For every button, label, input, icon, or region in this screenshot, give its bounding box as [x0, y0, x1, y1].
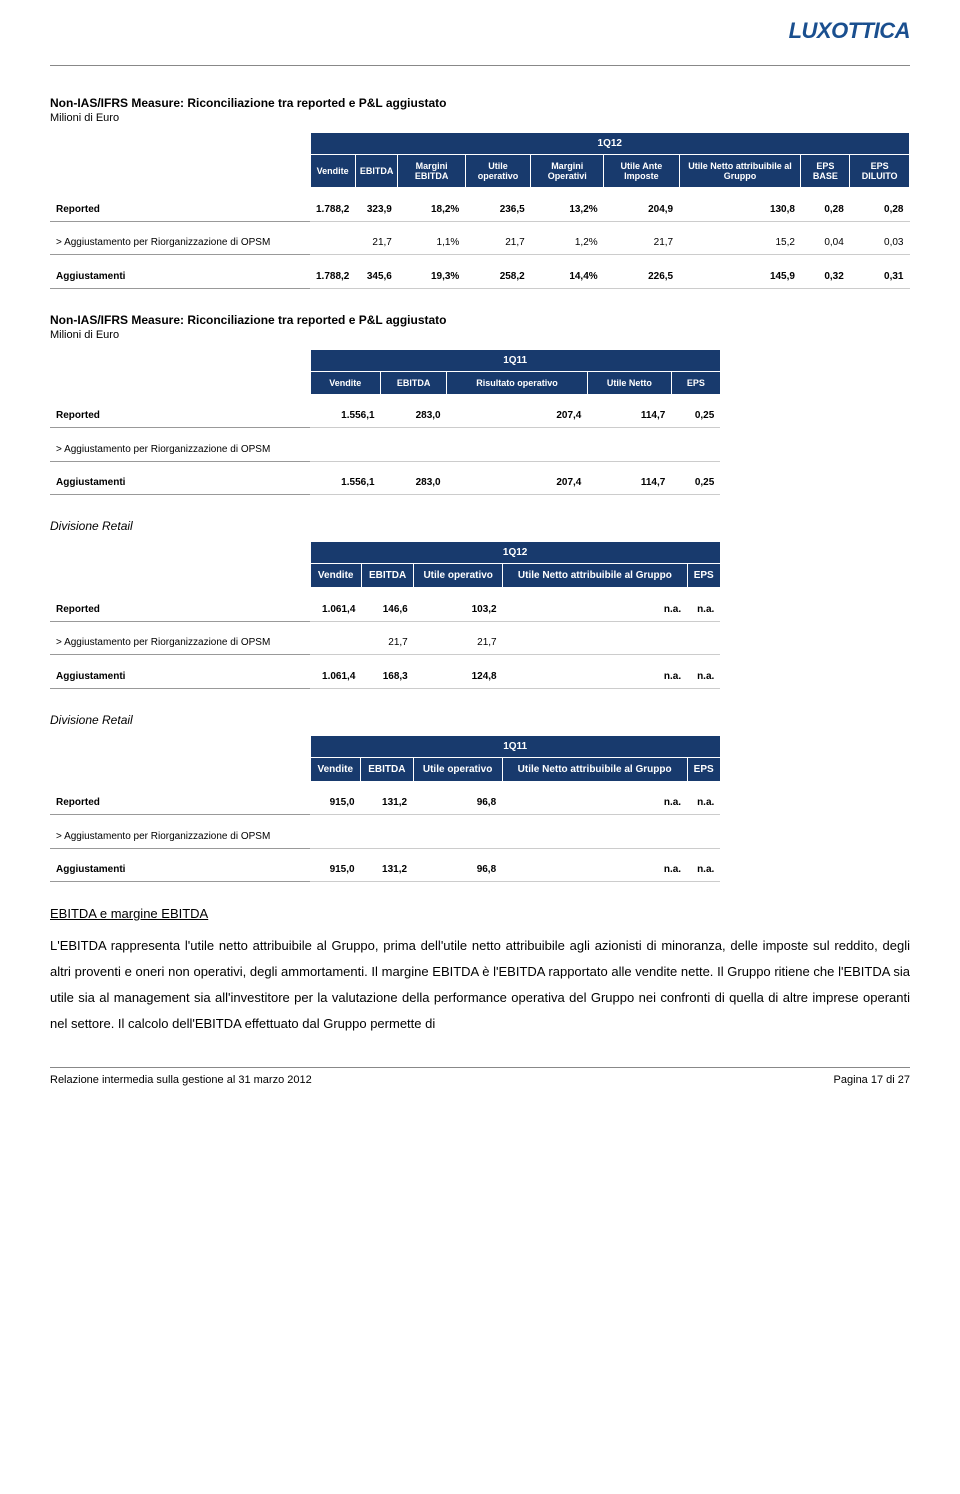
table1-headers: Vendite EBITDA Margini EBITDA Utile oper… — [50, 155, 910, 188]
table3-aggiust-row: Aggiustamenti 1.061,4 168,3 124,8 n.a. n… — [50, 665, 720, 689]
table1-adj-row: > Aggiustamento per Riorganizzazione di … — [50, 231, 910, 255]
table-retail-1q11: 1Q11 Vendite EBITDA Utile operativo Util… — [50, 735, 721, 883]
table3-period: 1Q12 — [310, 542, 720, 564]
logo: LUXOTTICA — [789, 18, 910, 44]
top-rule — [50, 65, 910, 66]
footer-rule — [50, 1067, 910, 1068]
section1-title: Non-IAS/IFRS Measure: Riconciliazione tr… — [50, 96, 910, 110]
body-paragraph: L'EBITDA rappresenta l'utile netto attri… — [50, 933, 910, 1037]
table3-adj-row: > Aggiustamento per Riorganizzazione di … — [50, 631, 720, 655]
table4-reported-row: Reported 915,0 131,2 96,8 n.a. n.a. — [50, 791, 720, 815]
table3-reported-row: Reported 1.061,4 146,6 103,2 n.a. n.a. — [50, 598, 720, 622]
footer: Relazione intermedia sulla gestione al 3… — [50, 1074, 910, 1086]
section3-heading: Divisione Retail — [50, 519, 910, 533]
table1-reported-row: Reported 1.788,2 323,9 18,2% 236,5 13,2%… — [50, 198, 910, 222]
table-1q11-full: 1Q11 Vendite EBITDA Risultato operativo … — [50, 349, 721, 496]
table1-period: 1Q12 — [310, 133, 910, 155]
table-retail-1q12: 1Q12 Vendite EBITDA Utile operativo Util… — [50, 541, 721, 689]
body-heading: EBITDA e margine EBITDA — [50, 906, 910, 921]
section4-heading: Divisione Retail — [50, 713, 910, 727]
section1-subtitle: Milioni di Euro — [50, 112, 910, 124]
table2-period: 1Q11 — [310, 349, 720, 371]
logo-text: LUXOTTICA — [789, 18, 910, 43]
table2-adj-row: > Aggiustamento per Riorganizzazione di … — [50, 438, 720, 462]
table2-reported-row: Reported 1.556,1 283,0 207,4 114,7 0,25 — [50, 404, 720, 428]
footer-left: Relazione intermedia sulla gestione al 3… — [50, 1074, 312, 1086]
table1-aggiust-row: Aggiustamenti 1.788,2 345,6 19,3% 258,2 … — [50, 265, 910, 289]
table2-headers: Vendite EBITDA Risultato operativo Utile… — [50, 371, 720, 394]
table4-headers: Vendite EBITDA Utile operativo Utile Net… — [50, 757, 720, 781]
section2-title: Non-IAS/IFRS Measure: Riconciliazione tr… — [50, 313, 910, 327]
section2-subtitle: Milioni di Euro — [50, 329, 910, 341]
table-1q12-full: 1Q12 Vendite EBITDA Margini EBITDA Utile… — [50, 132, 910, 289]
body-section: EBITDA e margine EBITDA L'EBITDA rappres… — [50, 906, 910, 1037]
table4-period: 1Q11 — [310, 735, 720, 757]
footer-right: Pagina 17 di 27 — [834, 1074, 910, 1086]
table4-adj-row: > Aggiustamento per Riorganizzazione di … — [50, 825, 720, 849]
table4-aggiust-row: Aggiustamenti 915,0 131,2 96,8 n.a. n.a. — [50, 858, 720, 882]
table2-aggiust-row: Aggiustamenti 1.556,1 283,0 207,4 114,7 … — [50, 471, 720, 495]
table3-headers: Vendite EBITDA Utile operativo Utile Net… — [50, 564, 720, 588]
